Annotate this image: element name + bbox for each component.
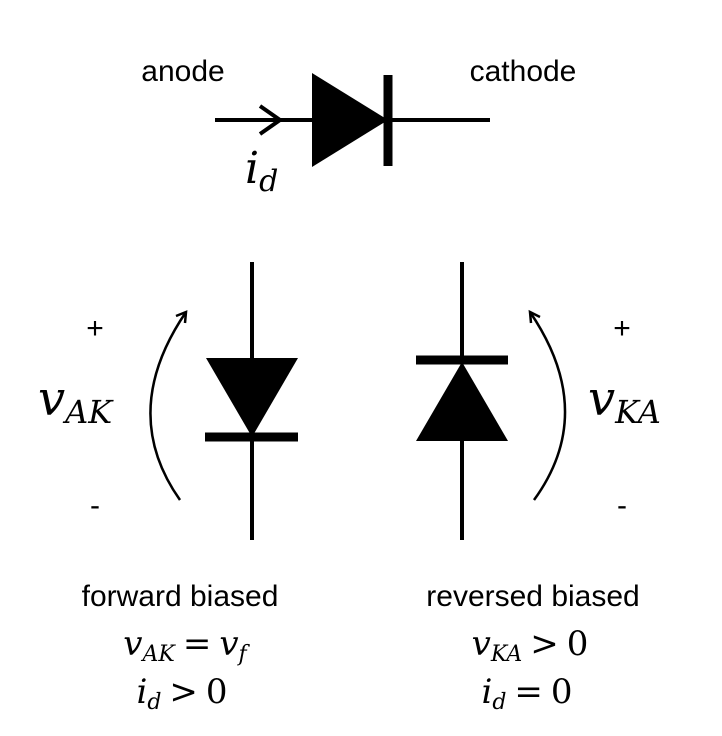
current-id-label: id xyxy=(245,143,278,199)
reverse-eq1-val: 0 xyxy=(567,624,589,664)
cathode-label: cathode xyxy=(470,55,577,88)
reverse-eq1-op: > xyxy=(530,624,559,664)
reverse-eq2-op: = xyxy=(514,672,543,712)
current-id-sub: d xyxy=(259,164,278,199)
anode-label: anode xyxy=(141,55,224,88)
forward-eq2-op: > xyxy=(169,672,198,712)
reverse-eq2-val: 0 xyxy=(551,672,573,712)
forward-eq2: id >0 xyxy=(136,672,227,715)
forward-voltage-arrowhead xyxy=(175,310,188,324)
forward-diode xyxy=(205,262,298,540)
reverse-voltage-var: v xyxy=(588,371,615,427)
current-id-var: i xyxy=(245,143,259,194)
forward-voltage-sub: AK xyxy=(62,393,114,431)
forward-eq2-var: i xyxy=(136,672,147,712)
forward-eq2-sub: d xyxy=(147,690,161,715)
reverse-voltage-arc xyxy=(528,311,567,501)
forward-eq1-lhs-var: v xyxy=(123,624,142,664)
reverse-eq2: id = 0 xyxy=(481,672,572,715)
forward-eq1-lhs-sub: AK xyxy=(141,642,177,667)
forward-eq2-val: 0 xyxy=(206,672,228,712)
reverse-voltage-arrowhead xyxy=(528,309,541,324)
top-diode xyxy=(215,73,490,167)
reverse-diode xyxy=(416,262,508,540)
reverse-caption: reversed biased xyxy=(426,580,639,613)
current-arrow-head xyxy=(258,104,284,136)
forward-minus-sign: - xyxy=(90,489,100,522)
forward-voltage-var: v xyxy=(38,371,65,427)
forward-eq1-op: = xyxy=(183,624,212,664)
forward-diode-triangle xyxy=(206,358,298,437)
reverse-eq1: vKA >0 xyxy=(472,624,589,667)
reverse-voltage-sub: KA xyxy=(614,393,661,431)
reverse-eq1-sub: KA xyxy=(490,642,522,667)
forward-caption: forward biased xyxy=(82,580,279,613)
forward-plus-sign: + xyxy=(86,312,104,345)
reverse-diode-triangle xyxy=(416,362,508,441)
forward-eq1-rhs-var: v xyxy=(219,624,238,664)
forward-voltage-label: vAK xyxy=(38,371,114,431)
forward-voltage-arc xyxy=(149,311,188,501)
forward-eq1: vAK = vf xyxy=(123,624,250,667)
reverse-plus-sign: + xyxy=(613,312,631,345)
reverse-eq1-var: v xyxy=(472,624,491,664)
reverse-voltage-label: vKA xyxy=(588,371,661,431)
forward-eq1-rhs-sub: f xyxy=(237,642,251,667)
reverse-eq2-sub: d xyxy=(492,690,506,715)
reverse-eq2-var: i xyxy=(481,672,492,712)
top-diode-triangle xyxy=(312,73,388,167)
reverse-minus-sign: - xyxy=(617,489,627,522)
